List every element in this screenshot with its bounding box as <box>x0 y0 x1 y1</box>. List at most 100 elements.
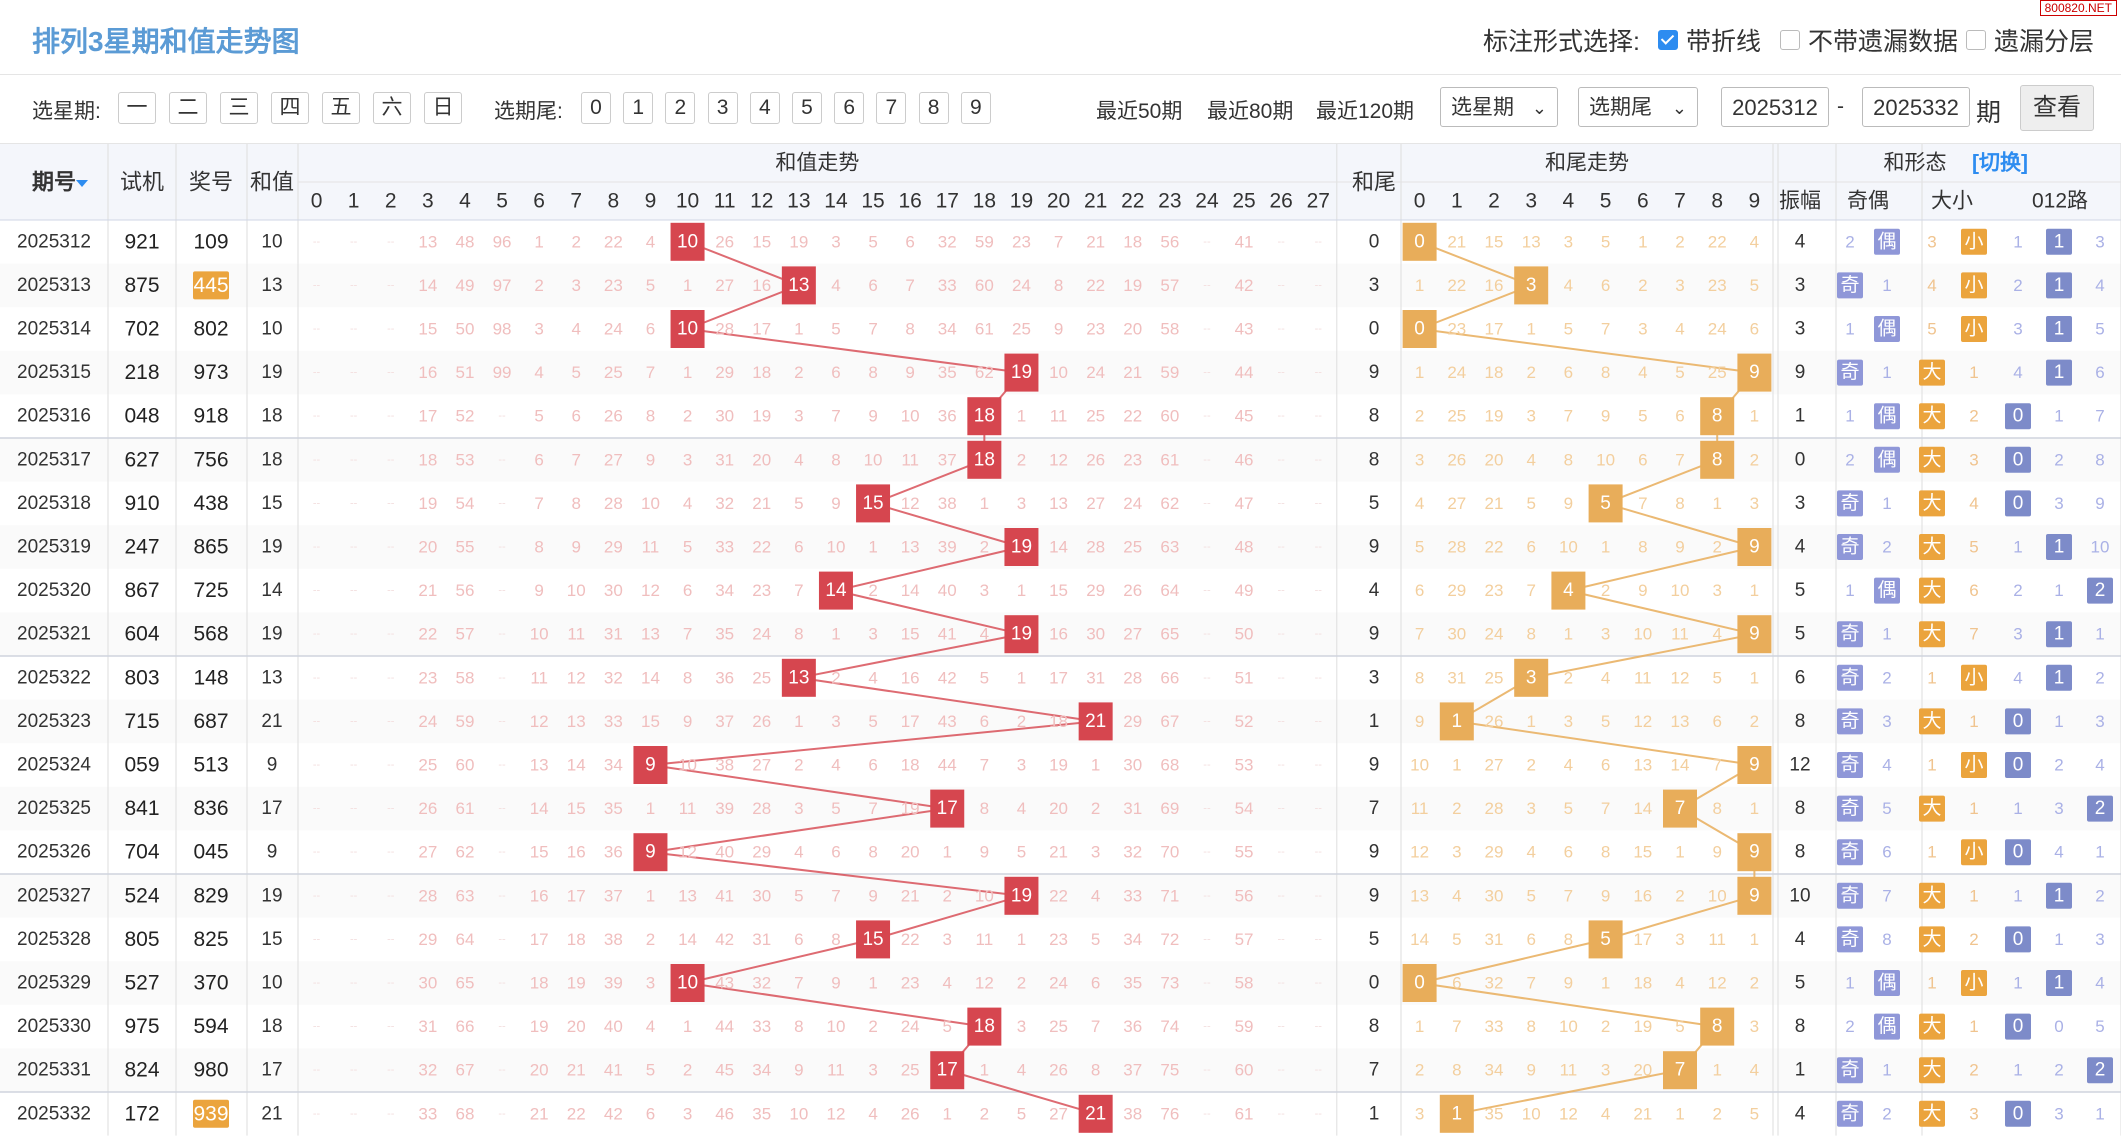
sum-miss-value: 13 <box>530 756 549 775</box>
tail-chip-4[interactable]: 4 <box>749 92 780 124</box>
range-120-link[interactable]: 最近120期 <box>1316 100 1415 123</box>
sum-miss-value: 42 <box>1235 276 1254 295</box>
weekday-chip-一[interactable]: 一 <box>118 92 156 124</box>
to-issue-input[interactable]: 2025332 <box>1862 87 1970 127</box>
sum-miss-value: 58 <box>1235 974 1254 993</box>
sum-miss-value: -- <box>313 715 321 727</box>
route-hit-box <box>2087 1057 2113 1084</box>
option-miss-layer[interactable]: 遗漏分层 <box>1966 22 2094 58</box>
sum-miss-value: 3 <box>794 799 803 818</box>
tail-hit-box <box>1663 789 1697 828</box>
weekday-chip-六[interactable]: 六 <box>373 92 411 124</box>
odd-even-box <box>1837 795 1863 822</box>
query-button[interactable]: 查看 <box>2020 85 2094 131</box>
sum-miss-value: -- <box>1203 1108 1211 1120</box>
sum-miss-value: 65 <box>455 974 474 993</box>
sum-miss-value: 5 <box>1091 930 1100 949</box>
sum-miss-value: 68 <box>455 1104 474 1123</box>
sum-miss-value: 68 <box>1160 756 1179 775</box>
odd-even-miss: 2 <box>1882 1104 1891 1123</box>
checkbox-with-line[interactable] <box>1658 30 1678 50</box>
sum-cell: 13 <box>261 667 282 688</box>
sum-miss-value: 9 <box>646 450 655 469</box>
tail-chip-0[interactable]: 0 <box>581 92 611 124</box>
sum-hit-box <box>1004 876 1039 915</box>
sum-miss-value: 39 <box>604 974 623 993</box>
tail-hit-box <box>1737 746 1772 784</box>
sum-miss-value: 16 <box>418 363 437 382</box>
route-hit-value: 1 <box>2054 319 2065 340</box>
checkbox-miss-layer[interactable] <box>1966 30 1986 50</box>
weekday-chip-三[interactable]: 三 <box>220 92 258 124</box>
route-hit-value: 2 <box>2095 580 2106 601</box>
amp-cell: 5 <box>1795 973 1806 994</box>
from-issue-input[interactable]: 2025312 <box>1721 87 1829 127</box>
tail-miss-value: 21 <box>1447 232 1466 251</box>
prize-cell: 370 <box>193 972 228 995</box>
big-small-value: 大 <box>1922 623 1941 645</box>
sum-miss-value: 4 <box>868 1104 877 1123</box>
tail-chip-6[interactable]: 6 <box>834 92 865 124</box>
sum-miss-value: 19 <box>1049 756 1068 775</box>
sum-miss-value: 13 <box>567 712 586 731</box>
sum-miss-value: -- <box>1315 454 1323 466</box>
sum-hit-box <box>633 746 668 784</box>
sum-miss-value: 2 <box>683 1061 692 1080</box>
tail-chip-2[interactable]: 2 <box>665 92 696 124</box>
sum-miss-value: 69 <box>1160 799 1179 818</box>
trial-cell: 627 <box>124 448 159 471</box>
big-small-box <box>1919 708 1945 735</box>
sum-miss-value: 19 <box>1123 276 1142 295</box>
sum-miss-value: 4 <box>831 756 840 775</box>
tail-cell: 3 <box>1369 667 1380 688</box>
range-50-link[interactable]: 最近50期 <box>1096 100 1183 123</box>
tail-miss-value: 8 <box>1526 1017 1535 1036</box>
tail-miss-value: 14 <box>1671 756 1690 775</box>
checkbox-no-miss-data[interactable] <box>1780 30 1800 50</box>
sum-miss-value: 30 <box>1123 756 1142 775</box>
sum-miss-value: 27 <box>715 276 734 295</box>
option-no-miss-data[interactable]: 不带遗漏数据 <box>1780 22 1958 58</box>
sum-miss-value: 39 <box>938 538 957 557</box>
sum-miss-value: -- <box>387 672 395 684</box>
route-hit-value: 0 <box>2013 1103 2024 1124</box>
tail-chip-1[interactable]: 1 <box>623 92 654 124</box>
sum-miss-value: 52 <box>455 407 474 426</box>
sum-miss-value: 38 <box>715 756 734 775</box>
trial-cell: 604 <box>124 623 159 646</box>
issue-cell: 2025314 <box>17 319 91 340</box>
sum-miss-value: -- <box>350 933 358 945</box>
sum-miss-value: 15 <box>641 712 660 731</box>
sum-miss-value: 62 <box>455 843 474 862</box>
weekday-chip-五[interactable]: 五 <box>322 92 360 124</box>
sum-miss-value: 49 <box>1235 581 1254 600</box>
sum-miss-value: 73 <box>1160 974 1179 993</box>
sum-col-2: 2 <box>385 190 397 213</box>
option-with-line[interactable]: 带折线 <box>1658 22 1761 58</box>
weekday-chip-二[interactable]: 二 <box>169 92 207 124</box>
sum-cell: 18 <box>261 449 282 470</box>
range-80-link[interactable]: 最近80期 <box>1207 100 1294 123</box>
sum-miss-value: 7 <box>794 581 803 600</box>
tail-chip-3[interactable]: 3 <box>707 92 738 124</box>
tail-select[interactable]: 选期尾 ⌄ <box>1578 87 1698 127</box>
tail-chip-8[interactable]: 8 <box>918 92 949 124</box>
tail-chip-9[interactable]: 9 <box>960 92 991 124</box>
sum-miss-value: -- <box>1203 236 1211 248</box>
sum-miss-value: 2 <box>1017 712 1026 731</box>
tail-chip-7[interactable]: 7 <box>876 92 907 124</box>
tail-miss-value: 6 <box>1601 276 1610 295</box>
trial-cell: 247 <box>124 536 159 559</box>
big-small-miss: 1 <box>1969 886 1978 905</box>
odd-even-value: 奇 <box>1840 1059 1859 1081</box>
sum-miss-value: 1 <box>868 974 877 993</box>
sum-cell: 13 <box>261 275 282 296</box>
weekday-chip-日[interactable]: 日 <box>424 92 462 124</box>
tail-miss-value: 8 <box>1601 363 1610 382</box>
weekday-select[interactable]: 选星期 ⌄ <box>1440 87 1558 127</box>
weekday-chip-四[interactable]: 四 <box>271 92 309 124</box>
odd-even-miss: 6 <box>1882 843 1891 862</box>
tail-miss-value: 3 <box>1564 232 1573 251</box>
tail-chip-5[interactable]: 5 <box>792 92 822 124</box>
